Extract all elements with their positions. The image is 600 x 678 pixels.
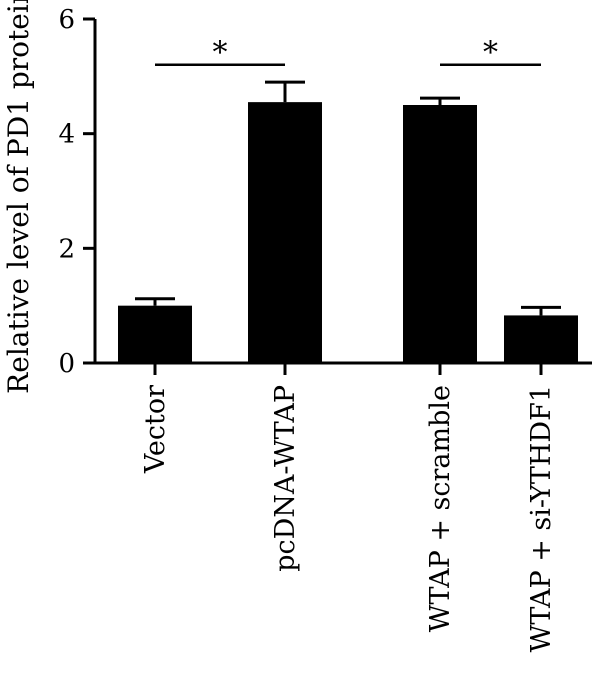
category-label-2: WTAP + scramble — [425, 385, 456, 632]
y-tick-label-4: 4 — [58, 120, 75, 150]
bar-2 — [403, 105, 477, 363]
bar-1 — [248, 102, 322, 363]
y-tick-label-2: 2 — [58, 234, 75, 264]
plot-area: 0 2 4 6 Vector pcDNA-WTAP WTAP + scramble WTAP … — [58, 5, 592, 652]
significance-star-1: * — [483, 36, 498, 71]
y-axis-label: Relative level of PD1 protein — [2, 0, 35, 394]
y-tick-label-0: 0 — [58, 349, 75, 379]
significance-star-0: * — [213, 36, 228, 71]
y-tick-label-6: 6 — [58, 5, 75, 35]
bar-0 — [118, 305, 192, 363]
category-label-0: Vector — [140, 385, 171, 474]
category-label-3: WTAP + si-YTHDF1 — [526, 385, 557, 652]
category-label-1: pcDNA-WTAP — [270, 385, 301, 572]
bar-3 — [504, 315, 578, 363]
